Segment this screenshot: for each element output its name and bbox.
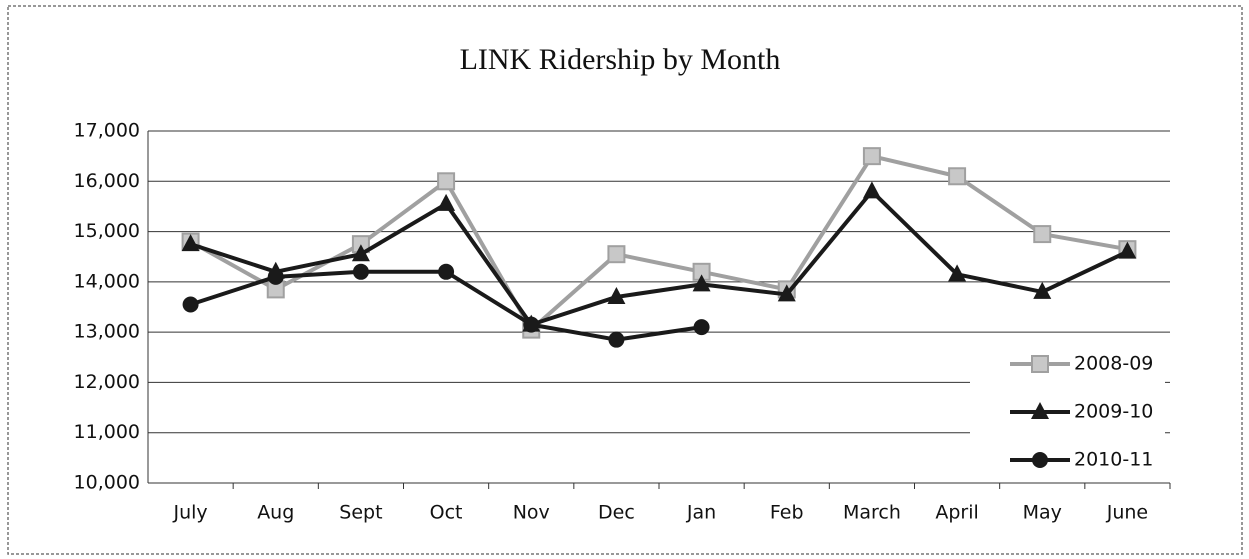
marker — [607, 286, 626, 304]
marker — [1031, 355, 1049, 373]
legend-label: 2008-09 — [1074, 353, 1153, 375]
y-tick-label: 10,000 — [74, 472, 140, 494]
marker — [351, 244, 370, 262]
marker — [182, 296, 199, 313]
marker — [523, 316, 540, 333]
marker — [607, 245, 626, 264]
x-tick-label: Oct — [430, 502, 463, 524]
marker — [1032, 452, 1048, 468]
x-tick-label: June — [1106, 502, 1148, 524]
marker — [352, 263, 369, 280]
x-tick-label: Aug — [257, 502, 294, 524]
legend-label: 2009-10 — [1074, 401, 1153, 423]
marker — [181, 234, 200, 252]
marker — [1031, 402, 1049, 419]
x-tick-label: July — [172, 502, 207, 524]
marker — [608, 331, 625, 348]
marker — [777, 284, 796, 302]
marker — [1033, 281, 1052, 299]
marker — [862, 147, 881, 166]
marker — [437, 193, 456, 211]
x-tick-label: Feb — [770, 502, 804, 524]
marker — [948, 167, 967, 186]
y-tick-label: 13,000 — [74, 321, 140, 343]
y-tick-label: 16,000 — [74, 170, 140, 192]
y-tick-label: 11,000 — [74, 421, 140, 443]
x-tick-label: March — [843, 502, 901, 524]
series-line — [189, 154, 1128, 332]
marker — [948, 264, 967, 282]
series-line — [189, 189, 1129, 327]
x-tick-label: Sept — [339, 502, 382, 524]
x-tick-label: Jan — [686, 502, 716, 524]
x-tick-label: May — [1023, 502, 1062, 524]
marker — [438, 263, 455, 280]
marker — [1033, 225, 1052, 244]
chart-title: LINK Ridership by Month — [460, 43, 781, 76]
y-tick-label: 14,000 — [74, 270, 140, 292]
marker — [437, 172, 456, 191]
y-tick-label: 17,000 — [74, 120, 140, 142]
marker — [693, 319, 710, 336]
marker — [692, 274, 711, 292]
x-tick-label: Nov — [513, 502, 550, 524]
x-tick-label: April — [935, 502, 978, 524]
y-tick-label: 15,000 — [74, 220, 140, 242]
y-tick-label: 12,000 — [74, 371, 140, 393]
marker — [862, 181, 881, 199]
marker — [1118, 241, 1137, 259]
legend-label: 2010-11 — [1074, 449, 1153, 471]
x-tick-label: Dec — [598, 502, 635, 524]
frame — [7, 5, 1243, 555]
marker — [267, 268, 284, 285]
